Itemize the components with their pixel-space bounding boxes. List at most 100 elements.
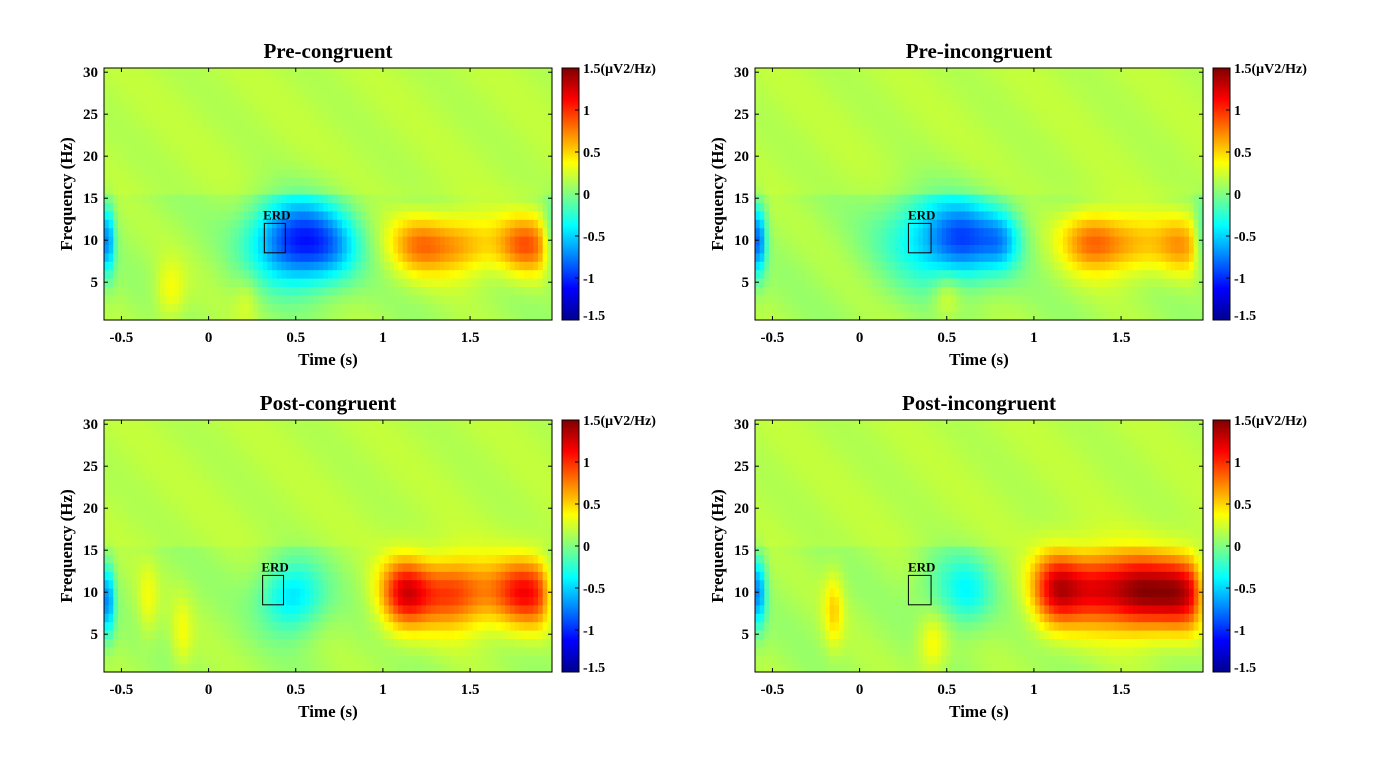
heatmap-cell bbox=[272, 269, 278, 279]
heatmap-cell bbox=[421, 118, 427, 128]
heatmap-cell bbox=[295, 236, 301, 245]
heatmap-cell bbox=[1007, 152, 1013, 161]
heatmap-cell bbox=[225, 101, 231, 111]
heatmap-cell bbox=[895, 68, 901, 77]
heatmap-cell bbox=[871, 194, 877, 203]
heatmap-cell bbox=[318, 219, 324, 229]
heatmap-cell bbox=[318, 93, 324, 103]
heatmap-cell bbox=[388, 194, 394, 203]
heatmap-cell bbox=[876, 68, 882, 77]
heatmap-cell bbox=[468, 227, 474, 237]
heatmap-cell bbox=[192, 168, 198, 178]
heatmap-cell bbox=[496, 210, 502, 220]
heatmap-cell bbox=[281, 236, 287, 245]
heatmap-cell bbox=[787, 269, 793, 279]
heatmap-cell bbox=[174, 93, 180, 103]
heatmap-cell bbox=[885, 202, 891, 212]
heatmap-cell bbox=[206, 278, 212, 287]
heatmap-cell bbox=[127, 160, 133, 170]
heatmap-cell bbox=[792, 177, 798, 187]
heatmap-cell bbox=[1044, 244, 1050, 254]
heatmap-cell bbox=[542, 261, 548, 271]
heatmap-cell bbox=[136, 236, 142, 245]
heatmap-cell bbox=[477, 118, 483, 128]
heatmap-cell bbox=[825, 185, 831, 195]
heatmap-cell bbox=[314, 168, 320, 178]
heatmap-cell bbox=[295, 278, 301, 287]
heatmap-cell bbox=[482, 126, 488, 136]
heatmap-cell bbox=[491, 126, 497, 136]
heatmap-cell bbox=[923, 311, 929, 321]
heatmap-cell bbox=[332, 168, 338, 178]
heatmap-cell bbox=[202, 126, 208, 136]
heatmap-cell bbox=[983, 294, 989, 304]
heatmap-cell bbox=[1016, 68, 1022, 77]
heatmap-cell bbox=[890, 68, 896, 77]
heatmap-cell bbox=[346, 177, 352, 187]
heatmap-cell bbox=[197, 76, 203, 86]
heatmap-cell bbox=[946, 168, 952, 178]
heatmap-cell bbox=[895, 118, 901, 128]
heatmap-cell bbox=[769, 303, 775, 313]
heatmap-cell bbox=[909, 252, 915, 262]
heatmap-cell bbox=[862, 168, 868, 178]
heatmap-cell bbox=[486, 219, 492, 229]
heatmap-cell bbox=[932, 68, 938, 77]
heatmap-cell bbox=[496, 294, 502, 304]
heatmap-cell bbox=[164, 93, 170, 103]
heatmap-cell bbox=[881, 278, 887, 287]
heatmap-cell bbox=[1053, 311, 1059, 321]
heatmap-cell bbox=[160, 261, 166, 271]
heatmap-cell bbox=[169, 252, 175, 262]
heatmap-cell bbox=[351, 219, 357, 229]
heatmap-cell bbox=[281, 135, 287, 145]
heatmap-cell bbox=[416, 185, 422, 195]
heatmap-cell bbox=[272, 126, 278, 136]
heatmap-cell bbox=[304, 101, 310, 111]
heatmap-cell bbox=[843, 126, 849, 136]
heatmap-cell bbox=[113, 110, 119, 119]
heatmap-cell bbox=[792, 311, 798, 321]
heatmap-cell bbox=[965, 168, 971, 178]
heatmap-cell bbox=[463, 311, 469, 321]
heatmap-cell bbox=[839, 143, 845, 153]
heatmap-cell bbox=[337, 126, 343, 136]
heatmap-cell bbox=[1021, 177, 1027, 187]
heatmap-cell bbox=[514, 210, 520, 220]
heatmap-cell bbox=[547, 227, 553, 237]
heatmap-cell bbox=[449, 311, 455, 321]
heatmap-cell bbox=[528, 126, 534, 136]
heatmap-cell bbox=[895, 110, 901, 119]
heatmap-cell bbox=[524, 185, 530, 195]
heatmap-cell bbox=[225, 152, 231, 161]
heatmap-cell bbox=[1035, 110, 1041, 119]
heatmap-cell bbox=[988, 185, 994, 195]
heatmap-cell bbox=[393, 185, 399, 195]
heatmap-cell bbox=[764, 143, 770, 153]
heatmap-cell bbox=[454, 84, 460, 94]
heatmap-cell bbox=[239, 311, 245, 321]
heatmap-cell bbox=[132, 219, 138, 229]
heatmap-cell bbox=[440, 210, 446, 220]
heatmap-cell bbox=[332, 143, 338, 153]
heatmap-cell bbox=[890, 177, 896, 187]
heatmap-cell bbox=[1072, 143, 1078, 153]
heatmap-cell bbox=[491, 185, 497, 195]
heatmap-cell bbox=[328, 143, 334, 153]
heatmap-cell bbox=[759, 278, 765, 287]
heatmap-cell bbox=[491, 244, 497, 254]
heatmap-cell bbox=[825, 76, 831, 86]
heatmap-cell bbox=[360, 269, 366, 279]
heatmap-cell bbox=[881, 244, 887, 254]
heatmap-cell bbox=[463, 252, 469, 262]
heatmap-cell bbox=[834, 227, 840, 237]
heatmap-cell bbox=[141, 278, 147, 287]
heatmap-cell bbox=[104, 101, 110, 111]
heatmap-cell bbox=[834, 194, 840, 203]
heatmap-cell bbox=[463, 177, 469, 187]
heatmap-cell bbox=[379, 202, 385, 212]
heatmap-cell bbox=[468, 84, 474, 94]
heatmap-cell bbox=[388, 227, 394, 237]
heatmap-cell bbox=[839, 110, 845, 119]
heatmap-cell bbox=[449, 269, 455, 279]
